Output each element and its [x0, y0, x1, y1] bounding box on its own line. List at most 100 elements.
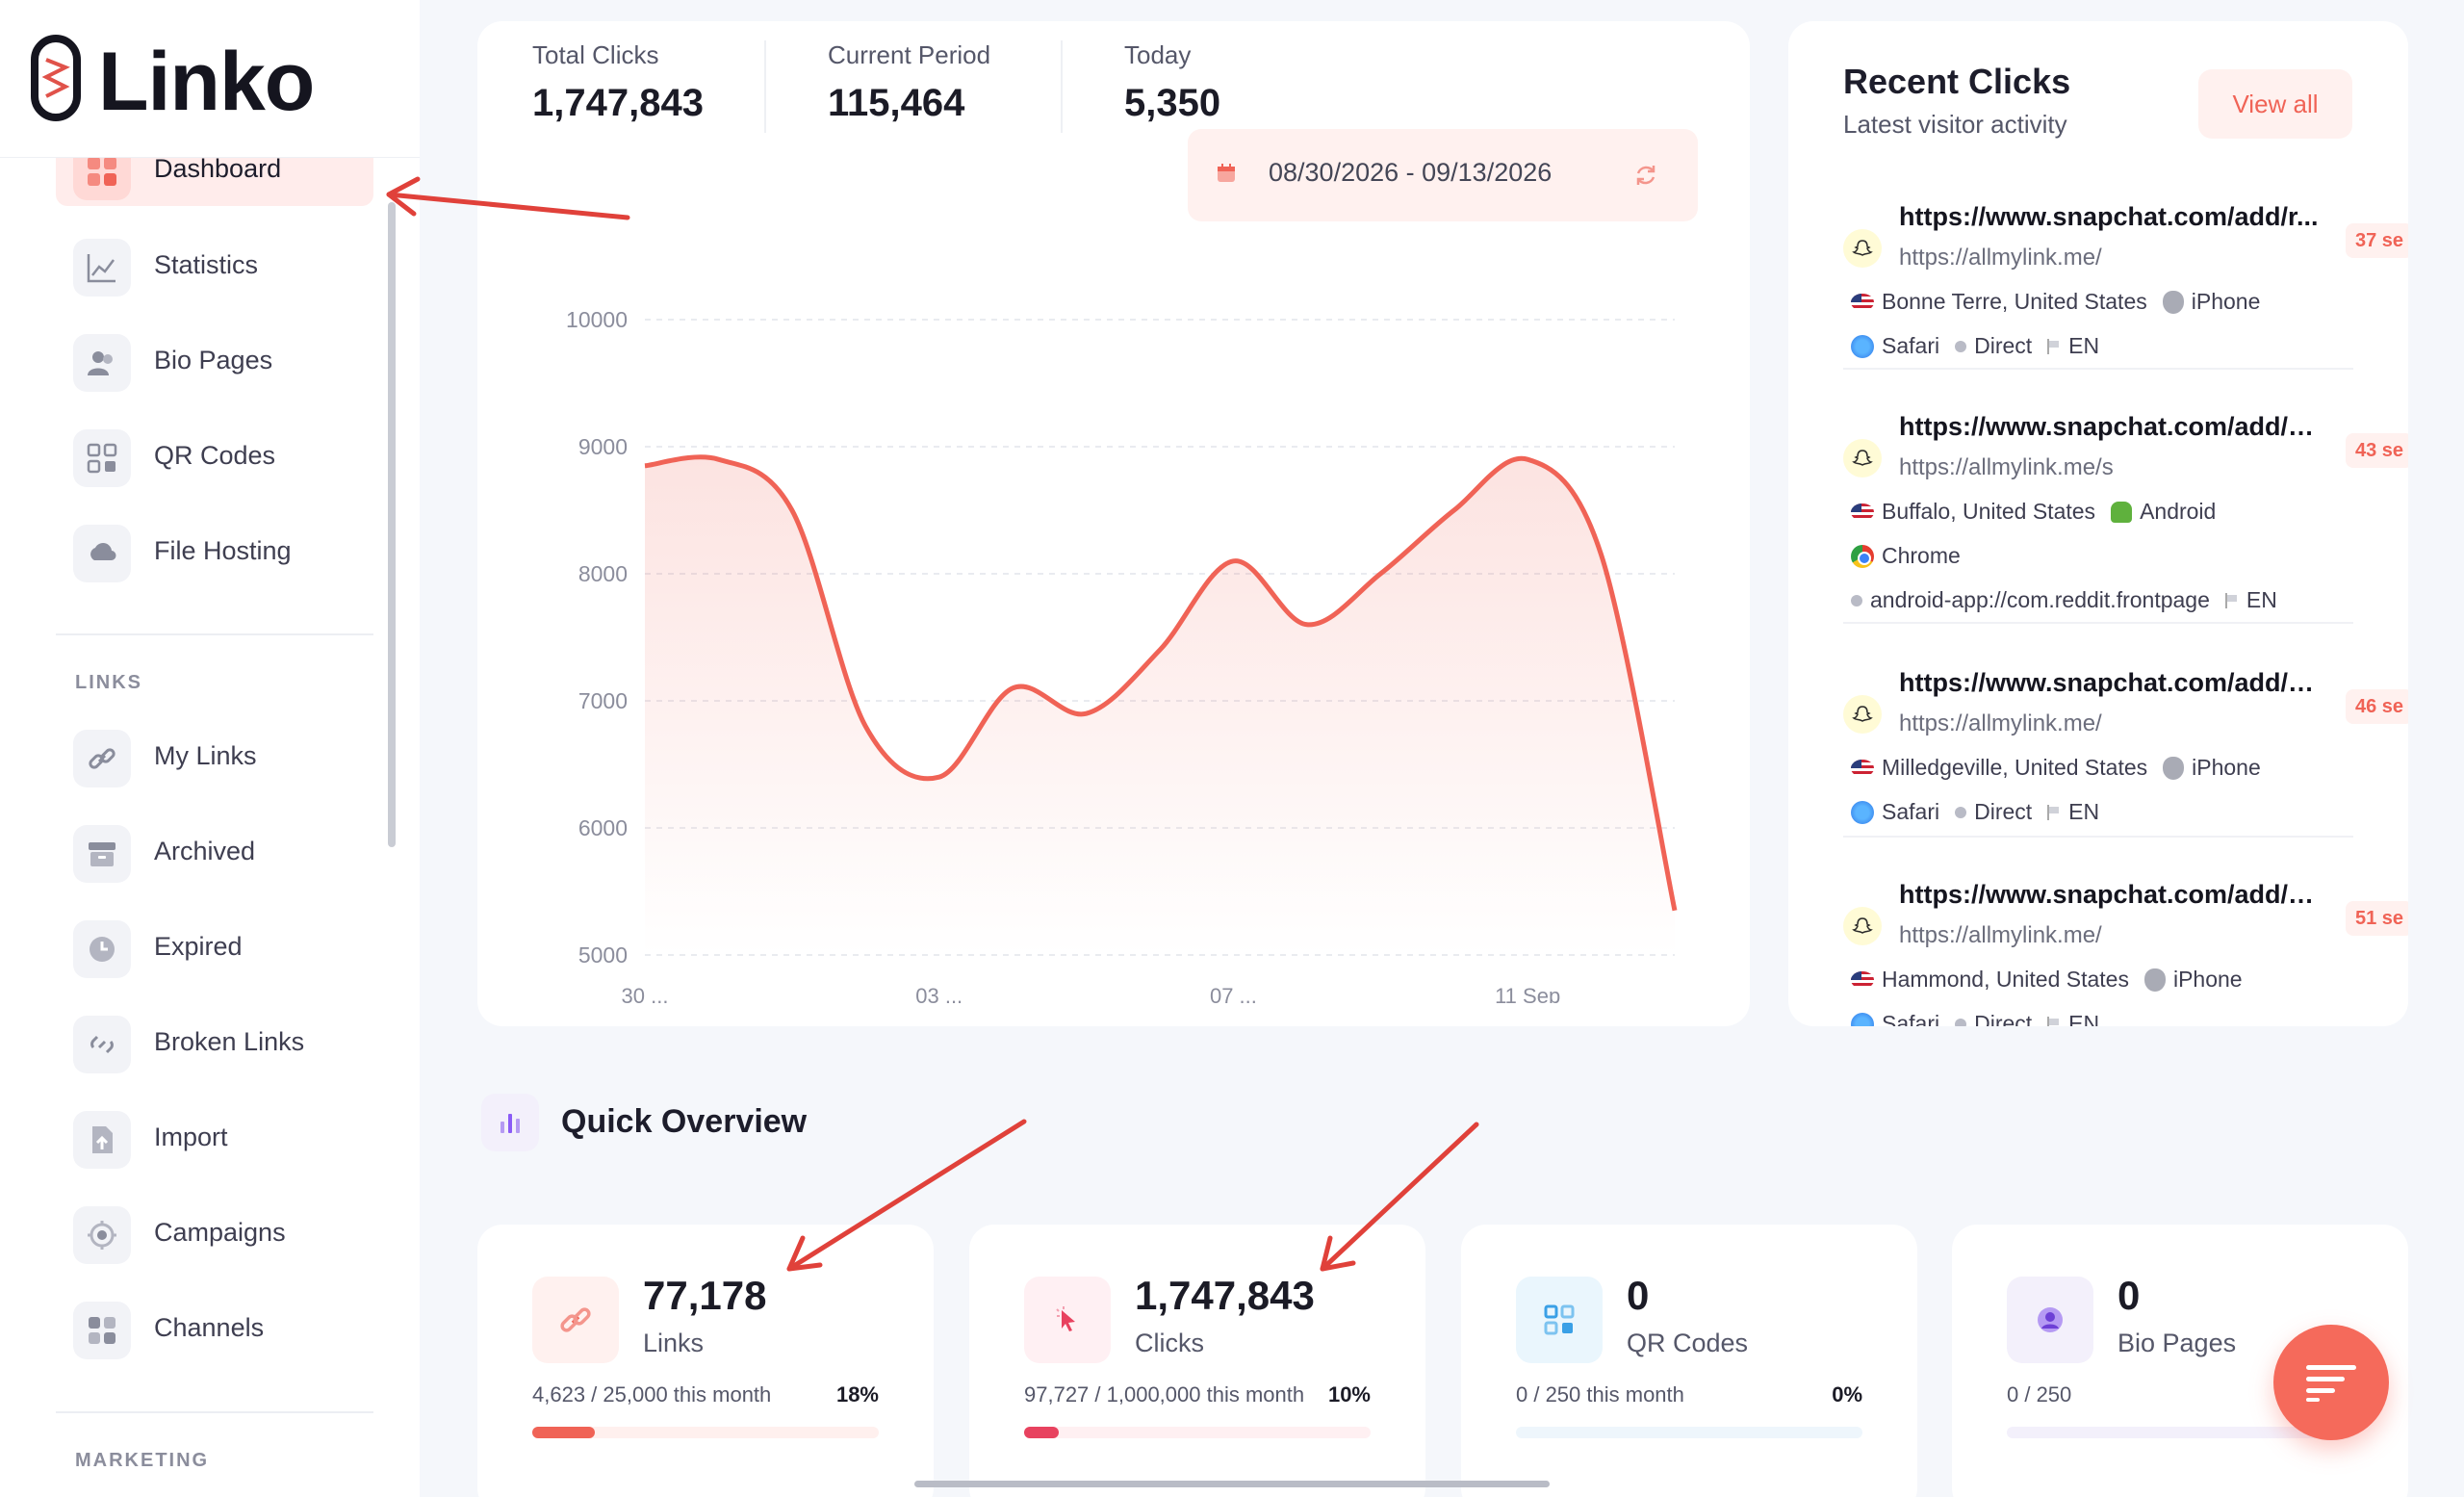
overview-label: Bio Pages	[2118, 1329, 2237, 1357]
click-url[interactable]: https://www.snapchat.com/add/h...	[1899, 412, 2323, 441]
qr-code-icon	[1516, 1277, 1603, 1363]
y-tick-label: 6000	[578, 815, 628, 840]
click-location-row: Milledgeville, United States iPhone	[1851, 755, 2261, 781]
android-icon	[2111, 501, 2133, 523]
sidebar-item-expired[interactable]: Expired	[56, 911, 373, 984]
us-flag-icon	[1851, 293, 1874, 311]
click-url[interactable]: https://www.snapchat.com/add/a...	[1899, 880, 2323, 909]
bar-chart-icon	[481, 1094, 539, 1151]
referrer-icon	[1955, 1018, 1967, 1026]
overview-card-clicks[interactable]: 1,747,843 Clicks 97,727 / 1,000,000 this…	[969, 1225, 1425, 1497]
sidebar-item-statistics[interactable]: Statistics	[56, 229, 373, 302]
list-divider	[1843, 368, 2353, 370]
overview-percent: 18%	[835, 1382, 879, 1407]
click-url[interactable]: https://www.snapchat.com/add/r...	[1899, 202, 2319, 231]
y-tick-label: 7000	[578, 688, 628, 713]
click-os: iPhone	[2192, 755, 2261, 780]
view-all-button[interactable]: View all	[2198, 69, 2352, 139]
stat-divider	[1061, 40, 1063, 133]
stat-label: Total Clicks	[532, 40, 659, 69]
section-heading-links: LINKS	[75, 672, 142, 693]
click-location: Bonne Terre, United States	[1882, 289, 2147, 314]
sidebar-divider	[56, 633, 373, 635]
click-short-url[interactable]: https://allmylink.me/	[1899, 245, 2102, 271]
sidebar-item-campaigns[interactable]: Campaigns	[56, 1197, 373, 1270]
snapchat-icon	[1843, 229, 1882, 268]
refresh-icon[interactable]	[1632, 162, 1659, 189]
sidebar-item-bio-pages[interactable]: Bio Pages	[56, 324, 373, 398]
menu-icon	[2306, 1365, 2356, 1402]
click-location: Buffalo, United States	[1882, 499, 2096, 524]
overview-card-qr-codes[interactable]: 0 QR Codes 0 / 250 this month 0%	[1461, 1225, 1917, 1497]
referrer-icon	[1955, 806, 1967, 818]
date-range-picker[interactable]: 08/30/2026 - 09/13/2026	[1188, 129, 1698, 221]
safari-icon	[1851, 1012, 1874, 1026]
overview-value: 0	[1627, 1273, 1650, 1318]
logo-bar: Linko	[0, 0, 420, 158]
overview-card-links[interactable]: 77,178 Links 4,623 / 25,000 this month 1…	[477, 1225, 934, 1497]
sidebar-item-qr-codes[interactable]: QR Codes	[56, 420, 373, 493]
sidebar-item-archived[interactable]: Archived	[56, 815, 373, 889]
click-short-url[interactable]: https://allmylink.me/	[1899, 922, 2102, 948]
stat-total-clicks: Total Clicks 1,747,843	[532, 40, 704, 125]
sidebar-item-import[interactable]: Import	[56, 1101, 373, 1174]
recent-clicks-subtitle: Latest visitor activity	[1843, 110, 2067, 139]
sidebar-item-my-links[interactable]: My Links	[56, 720, 373, 793]
overview-label: Clicks	[1135, 1329, 1204, 1357]
x-tick-label: 11 Sep	[1495, 984, 1560, 1003]
sidebar-scrollbar[interactable]	[388, 202, 396, 847]
click-meta-row: Safari Direct EN	[1851, 1011, 2099, 1026]
menu-fab-button[interactable]	[2273, 1325, 2389, 1440]
brand-name[interactable]: Linko	[98, 36, 315, 128]
page-scrollbar[interactable]	[914, 1481, 1550, 1487]
y-tick-label: 5000	[578, 942, 628, 968]
click-short-url[interactable]: https://allmylink.me/	[1899, 710, 2102, 736]
sidebar-divider	[56, 1411, 373, 1413]
overview-label: QR Codes	[1627, 1329, 1749, 1357]
overview-usage: 0 / 250 this month	[1516, 1382, 1684, 1407]
click-location-row: Hammond, United States iPhone	[1851, 967, 2243, 993]
sidebar-item-label: Channels	[154, 1313, 265, 1342]
import-icon	[73, 1111, 131, 1169]
snapchat-icon	[1843, 439, 1882, 477]
overview-percent: 10%	[1327, 1382, 1371, 1407]
chrome-icon	[1851, 544, 1874, 568]
click-language: EN	[2068, 333, 2100, 358]
click-language: EN	[2068, 1011, 2100, 1026]
progress-fill	[1024, 1427, 1059, 1438]
click-os: iPhone	[2172, 967, 2243, 992]
calendar-icon	[1218, 164, 1235, 182]
click-browser: Chrome	[1882, 543, 1961, 568]
sidebar-item-channels[interactable]: Channels	[56, 1292, 373, 1365]
overview-percent: 0%	[1832, 1382, 1862, 1407]
sidebar-item-label: Dashboard	[154, 154, 282, 183]
clock-icon	[73, 920, 131, 978]
snapchat-icon	[1843, 695, 1882, 734]
overview-usage: 4,623 / 25,000 this month	[532, 1382, 772, 1407]
us-flag-icon	[1851, 503, 1874, 521]
target-icon	[73, 1206, 131, 1264]
stat-value: 5,350	[1124, 82, 1221, 124]
click-location: Milledgeville, United States	[1882, 755, 2148, 780]
language-flag-icon	[2047, 804, 2061, 820]
stat-divider	[764, 40, 766, 133]
sidebar-item-file-hosting[interactable]: File Hosting	[56, 515, 373, 588]
x-tick-label: 30 ...	[622, 984, 669, 1003]
language-flag-icon	[2224, 592, 2239, 608]
click-url[interactable]: https://www.snapchat.com/add/c...	[1899, 668, 2323, 697]
chart-line-icon	[73, 239, 131, 297]
sidebar-item-label: Archived	[154, 837, 256, 865]
us-flag-icon	[1851, 970, 1874, 989]
broken-link-icon	[73, 1016, 131, 1073]
click-browser: Safari	[1882, 1011, 1940, 1026]
click-location: Hammond, United States	[1882, 967, 2129, 992]
language-flag-icon	[2047, 338, 2061, 354]
y-tick-label: 9000	[578, 434, 628, 459]
sidebar-item-label: Bio Pages	[154, 346, 273, 374]
safari-icon	[1851, 800, 1874, 824]
click-short-url[interactable]: https://allmylink.me/s	[1899, 454, 2114, 480]
referrer-icon	[1955, 340, 1967, 352]
sidebar-item-broken-links[interactable]: Broken Links	[56, 1006, 373, 1079]
stat-value: 115,464	[828, 82, 965, 124]
y-tick-label: 8000	[578, 561, 628, 586]
